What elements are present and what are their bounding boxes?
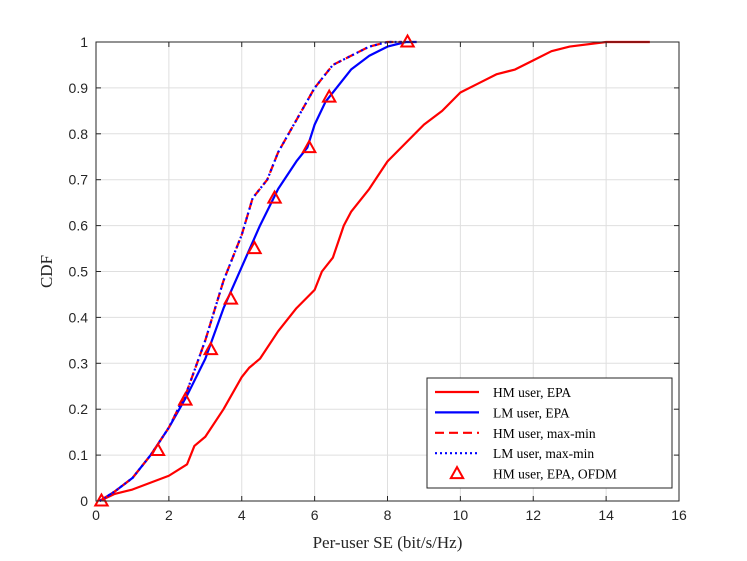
legend-swatch-marker <box>449 465 465 480</box>
legend: HM user, EPA LM user, EPA HM user, max-min… <box>426 377 673 489</box>
x-tick-label: 12 <box>525 507 541 523</box>
series-layer <box>93 33 650 507</box>
x-axis-label: Per-user SE (bit/s/Hz) <box>313 533 463 552</box>
x-tick-label: 4 <box>238 507 246 523</box>
series-marker-hm-user-epa-ofdm <box>266 189 283 204</box>
y-tick-label: 0.5 <box>69 264 89 280</box>
y-tick-label: 0.9 <box>69 80 89 96</box>
series-line-hm-user-epa <box>99 40 650 502</box>
y-axis-label: CDF <box>37 255 56 288</box>
x-tick-label: 6 <box>311 507 319 523</box>
series-marker-hm-user-epa-ofdm <box>202 340 219 356</box>
series-marker-hm-user-epa-ofdm <box>93 492 110 507</box>
x-tick-label: 10 <box>453 507 469 523</box>
legend-entry-label: LM user, max-min <box>493 446 594 461</box>
series-marker-hm-user-epa-ofdm <box>301 139 318 154</box>
series-marker-hm-user-epa-ofdm <box>222 290 239 305</box>
y-tick-label: 0.4 <box>69 309 89 325</box>
x-tick-label: 2 <box>165 507 173 523</box>
y-tick-label: 1 <box>80 34 88 50</box>
legend-entry-label: HM user, EPA, OFDM <box>493 467 617 482</box>
x-tick-label: 14 <box>598 507 614 523</box>
y-tick-label: 0 <box>80 493 88 509</box>
series-marker-hm-user-epa-ofdm <box>150 441 166 457</box>
series-marker-hm-user-epa-ofdm <box>321 88 338 103</box>
x-tick-label: 0 <box>92 507 100 523</box>
series-marker-hm-user-epa-ofdm <box>177 391 194 406</box>
legend-entry-label: HM user, max-min <box>493 426 596 441</box>
y-tick-label: 0.1 <box>69 447 89 463</box>
ticks: 0 2 4 6 8 10 12 14 16 0 0.1 0.2 0.3 0.4 0.5 0.6 0.7 0.8 0.… <box>69 34 687 523</box>
y-tick-label: 0.6 <box>69 218 89 234</box>
x-tick-label: 16 <box>671 507 687 523</box>
y-tick-label: 0.7 <box>69 172 89 188</box>
x-tick-label: 8 <box>384 507 392 523</box>
series-marker-hm-user-epa-ofdm <box>246 240 263 255</box>
y-tick-label: 0.3 <box>69 355 89 371</box>
series-line-hm-user-max-min <box>99 40 403 502</box>
series-marker-hm-user-epa-ofdm <box>399 33 416 48</box>
y-tick-label: 0.2 <box>69 401 89 417</box>
legend-entry-label: HM user, EPA <box>493 385 571 400</box>
legend-entry-label: LM user, EPA <box>493 405 570 420</box>
y-tick-label: 0.8 <box>69 126 89 142</box>
